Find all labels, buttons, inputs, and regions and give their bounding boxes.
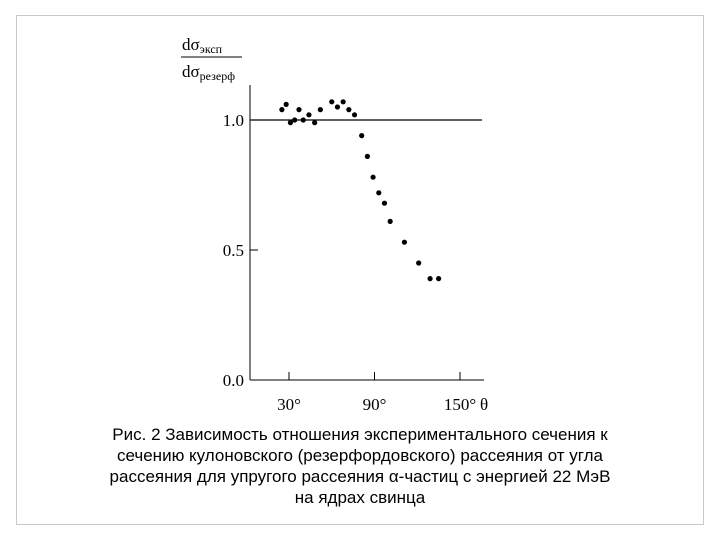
figure-frame: [16, 15, 704, 525]
data-point: [351, 112, 358, 118]
y-ticks: 0.0 0.5 1.0: [223, 111, 258, 390]
y-label-denominator: dσ: [182, 62, 200, 81]
caption-line-1: Рис. 2 Зависимость отношения эксперимент…: [112, 425, 608, 444]
data-point: [381, 200, 388, 206]
data-point: [436, 276, 442, 282]
data-points: [279, 99, 442, 282]
y-label-numerator: dσ: [182, 35, 200, 54]
data-point: [346, 107, 352, 113]
y-tick-label: 1.0: [223, 111, 244, 130]
x-tick-label: 30°: [277, 395, 301, 414]
data-point: [340, 99, 346, 105]
data-point: [283, 101, 289, 107]
data-point: [312, 120, 318, 126]
x-ticks: 30° 90° 150°: [277, 372, 476, 414]
data-point: [296, 107, 302, 113]
x-tick-label: 150°: [444, 395, 476, 414]
svg-text:dσрезерф: dσрезерф: [182, 62, 235, 83]
data-point: [317, 107, 323, 113]
x-axis-label: θ: [480, 395, 488, 414]
y-label-numerator-sub: эксп: [200, 42, 223, 56]
data-point: [279, 107, 285, 113]
svg-text:dσэксп: dσэксп: [182, 35, 223, 56]
x-tick-label: 90°: [363, 395, 387, 414]
data-point: [287, 120, 294, 126]
figure-caption: Рис. 2 Зависимость отношения эксперимент…: [40, 424, 680, 508]
data-point: [370, 174, 376, 180]
y-label-denominator-sub: резерф: [200, 69, 236, 83]
data-point: [401, 239, 408, 245]
data-point: [387, 218, 393, 224]
data-point: [306, 112, 312, 118]
data-point: [329, 99, 335, 105]
data-point: [376, 190, 382, 196]
data-point: [300, 117, 306, 123]
y-axis-label: dσэксп dσрезерф: [181, 35, 242, 83]
caption-line-4: на ядрах свинца: [294, 488, 426, 507]
caption-line-3: рассеяния для упругого рассеяния α-части…: [109, 467, 611, 486]
data-point: [416, 260, 422, 266]
data-point: [292, 117, 298, 123]
y-tick-label: 0.5: [223, 241, 244, 260]
data-point: [334, 104, 341, 110]
y-tick-label: 0.0: [223, 371, 244, 390]
data-point: [359, 133, 365, 139]
caption-line-2: сечению кулоновского (резерфордовского) …: [116, 446, 603, 465]
data-point: [427, 276, 433, 282]
data-point: [364, 153, 370, 159]
